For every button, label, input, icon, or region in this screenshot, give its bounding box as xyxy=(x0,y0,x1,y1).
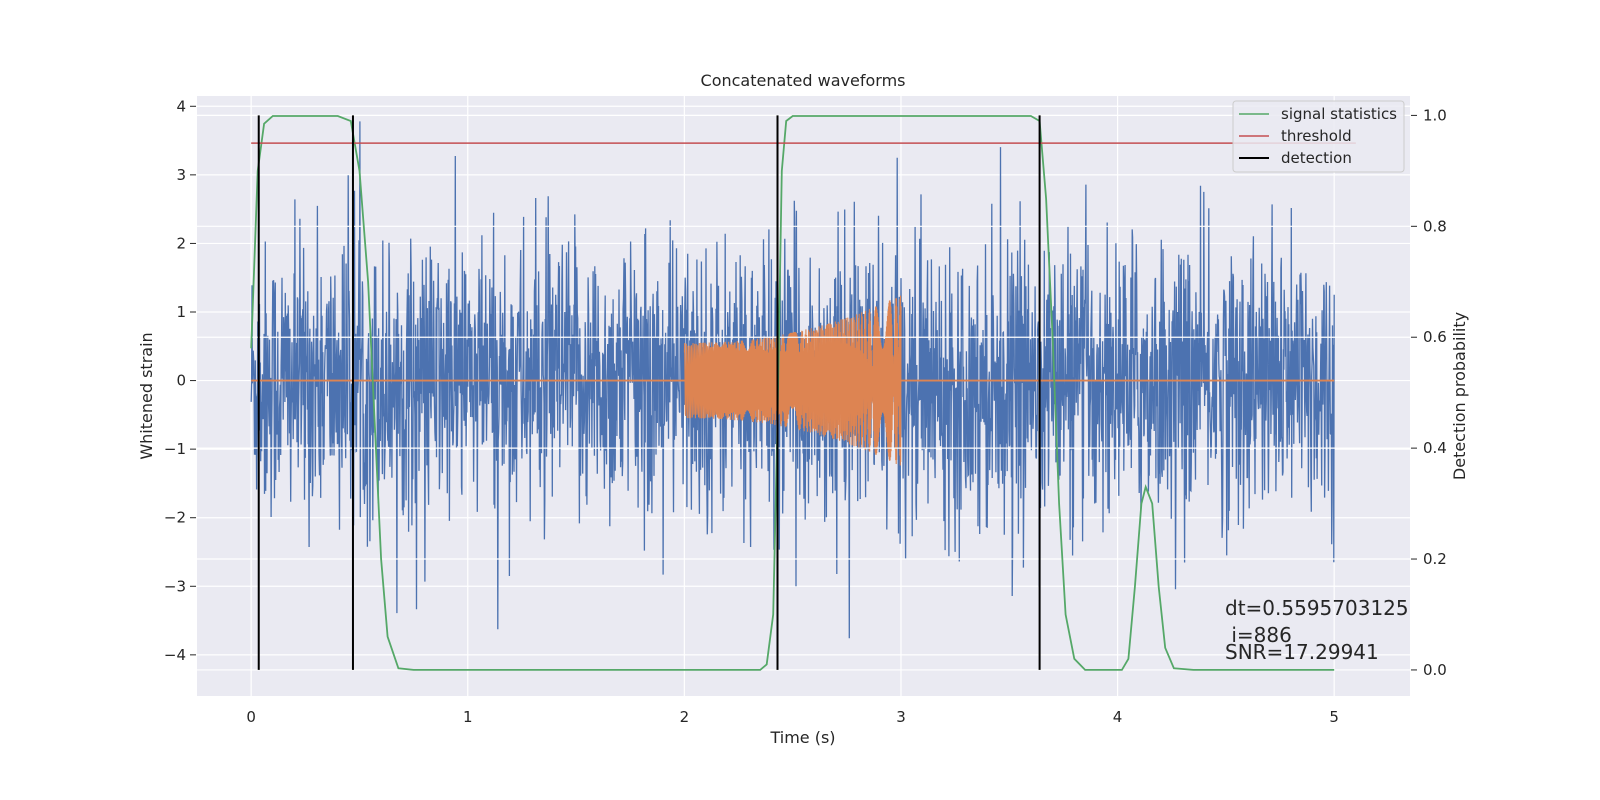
y-tick-label: 3 xyxy=(176,166,186,184)
x-tick-label: 5 xyxy=(1329,708,1339,726)
y-axis-right-label: Detection probability xyxy=(1450,312,1469,480)
y-tick-label: −2 xyxy=(164,509,186,527)
signal-statistics-line xyxy=(250,115,1335,671)
y-tick-label: −4 xyxy=(164,646,186,664)
injection-chirp xyxy=(683,295,902,466)
x-tick-label: 2 xyxy=(680,708,690,726)
x-tick-label: 1 xyxy=(463,708,473,726)
annotation-dt: dt=0.5595703125 xyxy=(1225,596,1409,620)
y-right-tick-label: 1.0 xyxy=(1423,106,1447,124)
legend-statistics-label: signal statistics xyxy=(1281,105,1397,123)
y-right-tick-label: 0.4 xyxy=(1423,439,1447,457)
chart-title: Concatenated waveforms xyxy=(701,71,906,90)
ticks: 0 1 2 3 4 5 −4 −3 −2 −1 0 1 2 3 4 0.0 0.2 0.4 0.6 0.8 1.0 xyxy=(164,97,1447,726)
y-right-tick-label: 0.6 xyxy=(1423,328,1447,346)
y-axis-label: Whitened strain xyxy=(137,332,156,459)
y-tick-label: 0 xyxy=(176,372,186,390)
y-tick-label: 4 xyxy=(176,97,186,115)
legend-box xyxy=(1232,100,1405,173)
x-tick-label: 3 xyxy=(896,708,906,726)
legend-detection-label: detection xyxy=(1281,149,1352,167)
y-right-tick-label: 0.0 xyxy=(1423,661,1447,679)
x-tick-label: 0 xyxy=(246,708,256,726)
annotation-i: i=886 xyxy=(1225,623,1292,647)
legend: signal statistics threshold detection xyxy=(1232,100,1405,173)
x-tick-label: 4 xyxy=(1113,708,1123,726)
legend-threshold-label: threshold xyxy=(1281,127,1352,145)
signal-statistics-series xyxy=(250,115,1335,671)
y-right-tick-label: 0.2 xyxy=(1423,550,1447,568)
y-tick-label: 2 xyxy=(176,234,186,252)
injection-series xyxy=(251,295,1335,466)
y-right-tick-label: 0.8 xyxy=(1423,217,1447,235)
y-tick-label: −3 xyxy=(164,577,186,595)
x-axis-label: Time (s) xyxy=(769,728,835,747)
annotation-snr: SNR=17.29941 xyxy=(1225,640,1379,664)
y-tick-label: −1 xyxy=(164,440,186,458)
detection-series xyxy=(257,115,1041,670)
y-tick-label: 1 xyxy=(176,303,186,321)
